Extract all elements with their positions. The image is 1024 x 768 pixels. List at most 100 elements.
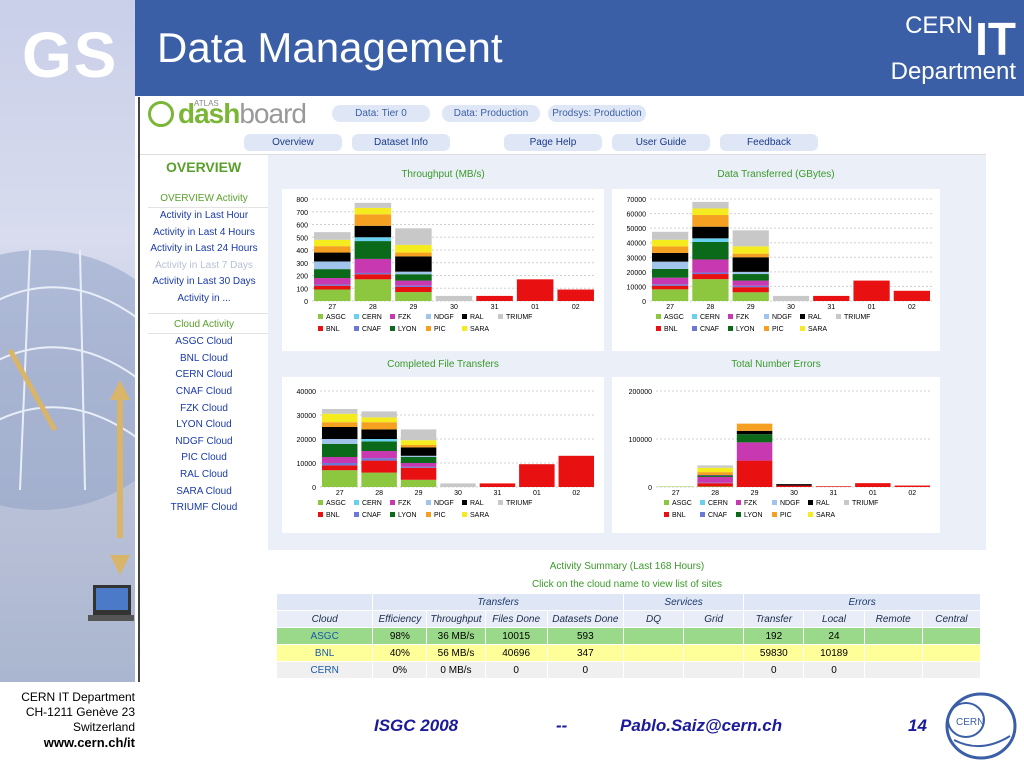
footer-url[interactable]: www.cern.ch/it (43, 735, 135, 750)
col-datasets-done[interactable]: Datasets Done (546, 610, 624, 628)
tab-user-guide[interactable]: User Guide (612, 134, 710, 151)
col-files-done[interactable]: Files Done (484, 610, 548, 628)
cloud-link[interactable]: BNL (275, 644, 374, 662)
col-transfer[interactable]: Transfer (743, 610, 805, 628)
tab-dataset-info[interactable]: Dataset Info (352, 134, 450, 151)
y-tick-label: 20000 (627, 270, 647, 277)
bar-segment (652, 246, 689, 253)
bar-segment (652, 252, 689, 262)
total-errors-chart: 0 100000 200000 27 28 29 30 31 01 02 ASGC CERN FZK ND… (612, 377, 940, 533)
charts-area: Throughput (MB/s) 0 100 200 300 400 500 600 700… (268, 155, 986, 550)
legend-label: CNAF (362, 326, 381, 333)
bar-segment (321, 413, 358, 423)
col-local[interactable]: Local (803, 610, 865, 628)
table-row: ASGC 98% 36 MB/s 10015 593 192 24 (275, 627, 982, 645)
pill-data-tier0[interactable]: Data: Tier 0 (332, 105, 430, 122)
sidebar-item-activity-more[interactable]: Activity in ... (177, 293, 231, 304)
sidebar-item-cnaf-cloud[interactable]: CNAF Cloud (175, 386, 233, 397)
footer-email[interactable]: Pablo.Saiz@cern.ch (620, 716, 783, 735)
x-tick-label: 30 (450, 304, 458, 311)
bar-segment (732, 253, 769, 258)
bar-segment (354, 272, 392, 275)
summary-table: Transfers Services Errors Cloud Efficien… (275, 593, 982, 679)
legend-swatch (498, 314, 503, 319)
chart-title: Total Number Errors (731, 359, 821, 370)
x-tick-label: 28 (375, 490, 383, 497)
sidebar-item-last-24-hours[interactable]: Activity in Last 24 Hours (150, 243, 258, 254)
bar-segment (853, 280, 890, 301)
cloud-link[interactable]: CERN (275, 661, 374, 679)
x-tick-label: 28 (369, 304, 377, 311)
dashboard-logo[interactable]: ATLAS dash board (148, 98, 307, 129)
legend-swatch (736, 500, 741, 505)
sidebar-item-sara-cloud[interactable]: SARA Cloud (176, 486, 232, 497)
sidebar-item-cern-cloud[interactable]: CERN Cloud (175, 369, 233, 380)
bar-segment (354, 202, 392, 208)
slide-title: Data Management (157, 24, 503, 71)
table-cell: 40696 (484, 644, 548, 662)
bar-segment (400, 479, 437, 487)
x-tick-label: 01 (869, 490, 877, 497)
tab-feedback[interactable]: Feedback (720, 134, 818, 151)
x-tick-label: 02 (908, 490, 916, 497)
col-throughput[interactable]: Throughput (426, 610, 486, 628)
tab-page-help[interactable]: Page Help (504, 134, 602, 151)
sidebar-item-triumf-cloud[interactable]: TRIUMF Cloud (170, 502, 238, 513)
bar-segment (400, 440, 437, 445)
pill-data-production[interactable]: Data: Production (442, 105, 540, 122)
legend-swatch (354, 314, 359, 319)
bar-segment (395, 280, 432, 286)
bar-segment (652, 239, 689, 247)
pill-prodsys-production[interactable]: Prodsys: Production (548, 105, 646, 122)
sidebar-item-lyon-cloud[interactable]: LYON Cloud (176, 419, 232, 430)
sidebar-item-ral-cloud[interactable]: RAL Cloud (180, 469, 228, 480)
throughput-chart-svg: 0 100 200 300 400 500 600 700 800 27 28 29 30 31 01 02 A… (296, 197, 596, 333)
legend-swatch (656, 326, 661, 331)
legend-label: RAL (470, 500, 484, 507)
cloud-link[interactable]: ASGC (275, 627, 374, 645)
col-grid[interactable]: Grid (683, 610, 745, 628)
bar-segment (314, 232, 351, 240)
sidebar-item-fzk-cloud[interactable]: FZK Cloud (180, 403, 228, 414)
sidebar-item-last-4-hours[interactable]: Activity in Last 4 Hours (153, 227, 255, 238)
bar-segment (314, 239, 351, 247)
col-remote[interactable]: Remote (863, 610, 923, 628)
legend-label: SARA (470, 512, 489, 519)
sidebar-item-pic-cloud[interactable]: PIC Cloud (181, 452, 227, 463)
x-tick-label: 31 (827, 304, 835, 311)
legend-swatch (664, 512, 669, 517)
bar-segment (557, 289, 594, 301)
col-dq[interactable]: DQ (622, 610, 685, 628)
logo-department-text: Department (890, 58, 1016, 85)
data-transferred-chart: 0 10000 20000 30000 40000 50000 60000 70000 27 28… (612, 189, 940, 351)
legend-label: PIC (780, 512, 792, 519)
sidebar-item-ndgf-cloud[interactable]: NDGF Cloud (175, 436, 233, 447)
legend-swatch (462, 314, 467, 319)
tab-overview[interactable]: Overview (244, 134, 342, 151)
x-tick-label: 29 (747, 304, 755, 311)
gs-logo: GS (22, 19, 119, 91)
col-cloud[interactable]: Cloud (275, 610, 374, 628)
legend-label: CERN (708, 500, 728, 507)
sidebar-item-last-7-days[interactable]: Activity in Last 7 Days (155, 260, 253, 271)
col-central[interactable]: Central (921, 610, 982, 628)
table-cell: 59830 (743, 644, 805, 662)
bar-segment (440, 483, 476, 487)
col-efficiency[interactable]: Efficiency (372, 610, 428, 628)
sidebar-item-asgc-cloud[interactable]: ASGC Cloud (175, 336, 233, 347)
bar-segment (314, 278, 351, 285)
legend-swatch (800, 326, 805, 331)
table-cell: 0 (743, 661, 805, 679)
legend-swatch (498, 500, 503, 505)
sidebar-item-last-hour[interactable]: Activity in Last Hour (159, 210, 249, 221)
bar-segment (354, 279, 392, 301)
table-cell: 0% (372, 661, 428, 679)
bar-segment (321, 457, 358, 463)
sidebar-item-bnl-cloud[interactable]: BNL Cloud (180, 353, 228, 364)
sidebar-item-last-30-days[interactable]: Activity in Last 30 Days (152, 276, 256, 287)
bar-segment (321, 463, 358, 466)
x-tick-label: 30 (454, 490, 462, 497)
footer-dept: CERN IT Department (21, 690, 135, 704)
bar-segment (736, 442, 773, 461)
bar-segment (395, 252, 432, 257)
